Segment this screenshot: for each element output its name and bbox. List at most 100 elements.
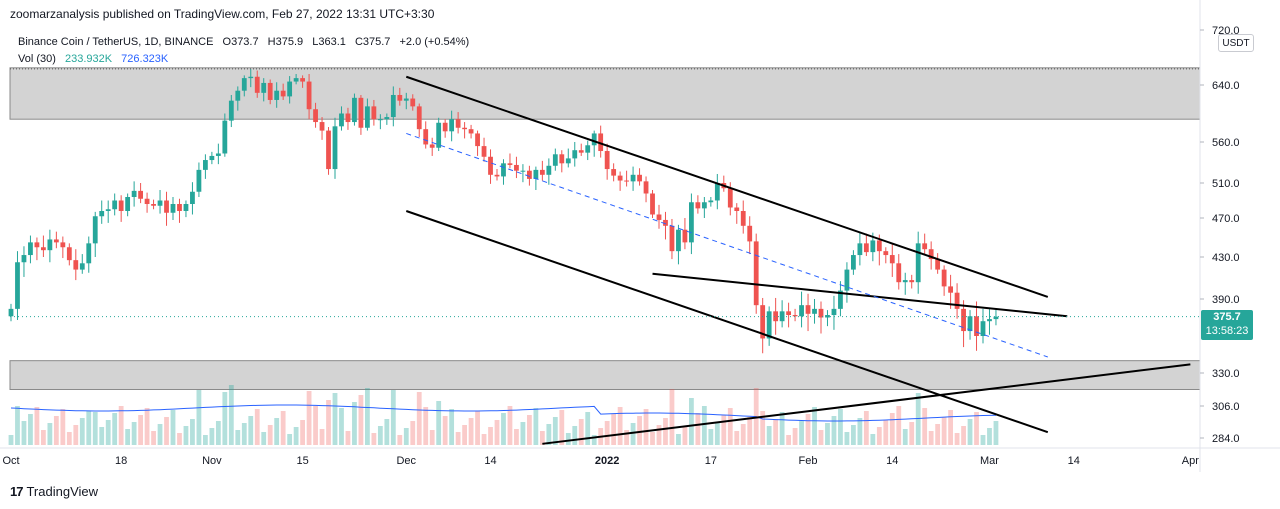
candle-body: [235, 90, 241, 101]
volume-bar: [358, 395, 364, 445]
candle-body: [708, 200, 714, 203]
volume-bar: [527, 415, 532, 445]
candle-body: [844, 269, 850, 291]
candle-body: [928, 249, 934, 260]
volume-bar: [941, 417, 947, 445]
candle-body: [591, 133, 597, 146]
y-tick-label: 640.0: [1212, 80, 1240, 92]
candle-body: [293, 78, 299, 82]
candle-body: [883, 251, 889, 256]
candle-body: [993, 316, 999, 320]
candle-body: [701, 202, 707, 209]
rising-support: [542, 363, 1191, 445]
y-tick-label: 390.0: [1212, 294, 1240, 306]
volume-bar: [948, 410, 953, 445]
candle-body: [203, 160, 208, 170]
volume-bar: [701, 406, 707, 445]
volume-bar: [514, 429, 519, 445]
volume-bar: [851, 425, 856, 445]
candle-body: [455, 119, 461, 128]
volume-bar: [792, 428, 798, 445]
candle-body: [578, 150, 584, 153]
currency-button[interactable]: USDT: [1218, 34, 1254, 52]
volume-bar: [766, 426, 772, 445]
last-price-value: 375.7: [1213, 311, 1241, 323]
candle-body: [358, 97, 364, 128]
volume-bar: [60, 409, 66, 445]
candle-body: [624, 180, 629, 182]
volume-bar: [572, 426, 578, 445]
candle-body: [306, 81, 312, 110]
candle-body: [125, 197, 131, 211]
candle-body: [773, 311, 779, 322]
volume-bar: [734, 431, 740, 445]
volume-bar: [332, 393, 338, 445]
candle-body: [118, 200, 124, 211]
candle-body: [922, 243, 928, 250]
candle-body: [326, 130, 331, 170]
volume-bar: [248, 416, 254, 445]
candle-body: [442, 122, 448, 132]
volume-bar: [695, 413, 701, 445]
volume-bar: [170, 410, 176, 445]
volume-bar: [539, 431, 545, 445]
volume-bar: [164, 417, 169, 445]
x-tick-label: Oct: [2, 455, 19, 467]
candle-body: [520, 170, 526, 172]
brand-name[interactable]: TradingView: [26, 484, 99, 499]
volume-bar: [676, 434, 681, 445]
candle-body: [585, 145, 591, 153]
publisher-header: zoomarzanalysis published on TradingView…: [10, 7, 435, 21]
volume-bar: [656, 425, 662, 445]
volume-bar: [980, 435, 986, 445]
volume-bar: [812, 407, 817, 445]
candle-body: [488, 156, 493, 175]
y-tick-label: 330.0: [1212, 368, 1240, 380]
volume-bar: [429, 430, 435, 445]
volume-bar: [559, 410, 565, 445]
candle-body: [280, 90, 286, 97]
volume-bar: [565, 433, 571, 445]
candle-body: [377, 119, 383, 121]
volume-bar: [928, 431, 934, 445]
volume-bar: [403, 428, 409, 445]
volume-bar: [131, 422, 137, 445]
candle-body: [727, 188, 733, 208]
volume-bar: [326, 400, 331, 445]
candle-body: [449, 119, 455, 132]
volume-bar: [863, 411, 869, 445]
volume-bar: [203, 435, 208, 445]
volume-bar: [818, 430, 824, 445]
symbol-name[interactable]: Binance Coin / TetherUS, 1D, BINANCE: [18, 36, 214, 48]
volume-bar: [501, 413, 506, 445]
candle-body: [967, 316, 973, 332]
candle-body: [786, 311, 791, 316]
candle-body: [28, 242, 33, 256]
volume-bar: [41, 430, 46, 445]
volume-bar: [643, 409, 649, 445]
symbol-ohlc-legend: Binance Coin / TetherUS, 1D, BINANCE O37…: [18, 36, 469, 48]
candle-body: [177, 204, 182, 211]
volume-label[interactable]: Vol (30): [18, 53, 56, 65]
volume-bar: [909, 422, 915, 445]
candle-body: [73, 260, 79, 270]
candle-body: [527, 170, 532, 179]
candle-body: [241, 78, 247, 91]
volume-bar: [896, 406, 902, 445]
candle-body: [870, 240, 876, 253]
candle-body: [799, 305, 804, 317]
volume-bar: [617, 407, 623, 445]
volume-bar: [196, 390, 202, 445]
volume-bar: [740, 424, 746, 445]
candle-body: [436, 122, 442, 148]
resistance-zone: [9, 67, 1201, 120]
candle-body: [740, 211, 746, 226]
candle-body: [669, 225, 675, 252]
candle-body: [617, 175, 623, 181]
volume-bar: [105, 420, 111, 445]
candle-body: [365, 106, 370, 128]
candle-body: [86, 243, 92, 264]
candle-body: [909, 280, 915, 283]
candle-body: [682, 229, 688, 243]
